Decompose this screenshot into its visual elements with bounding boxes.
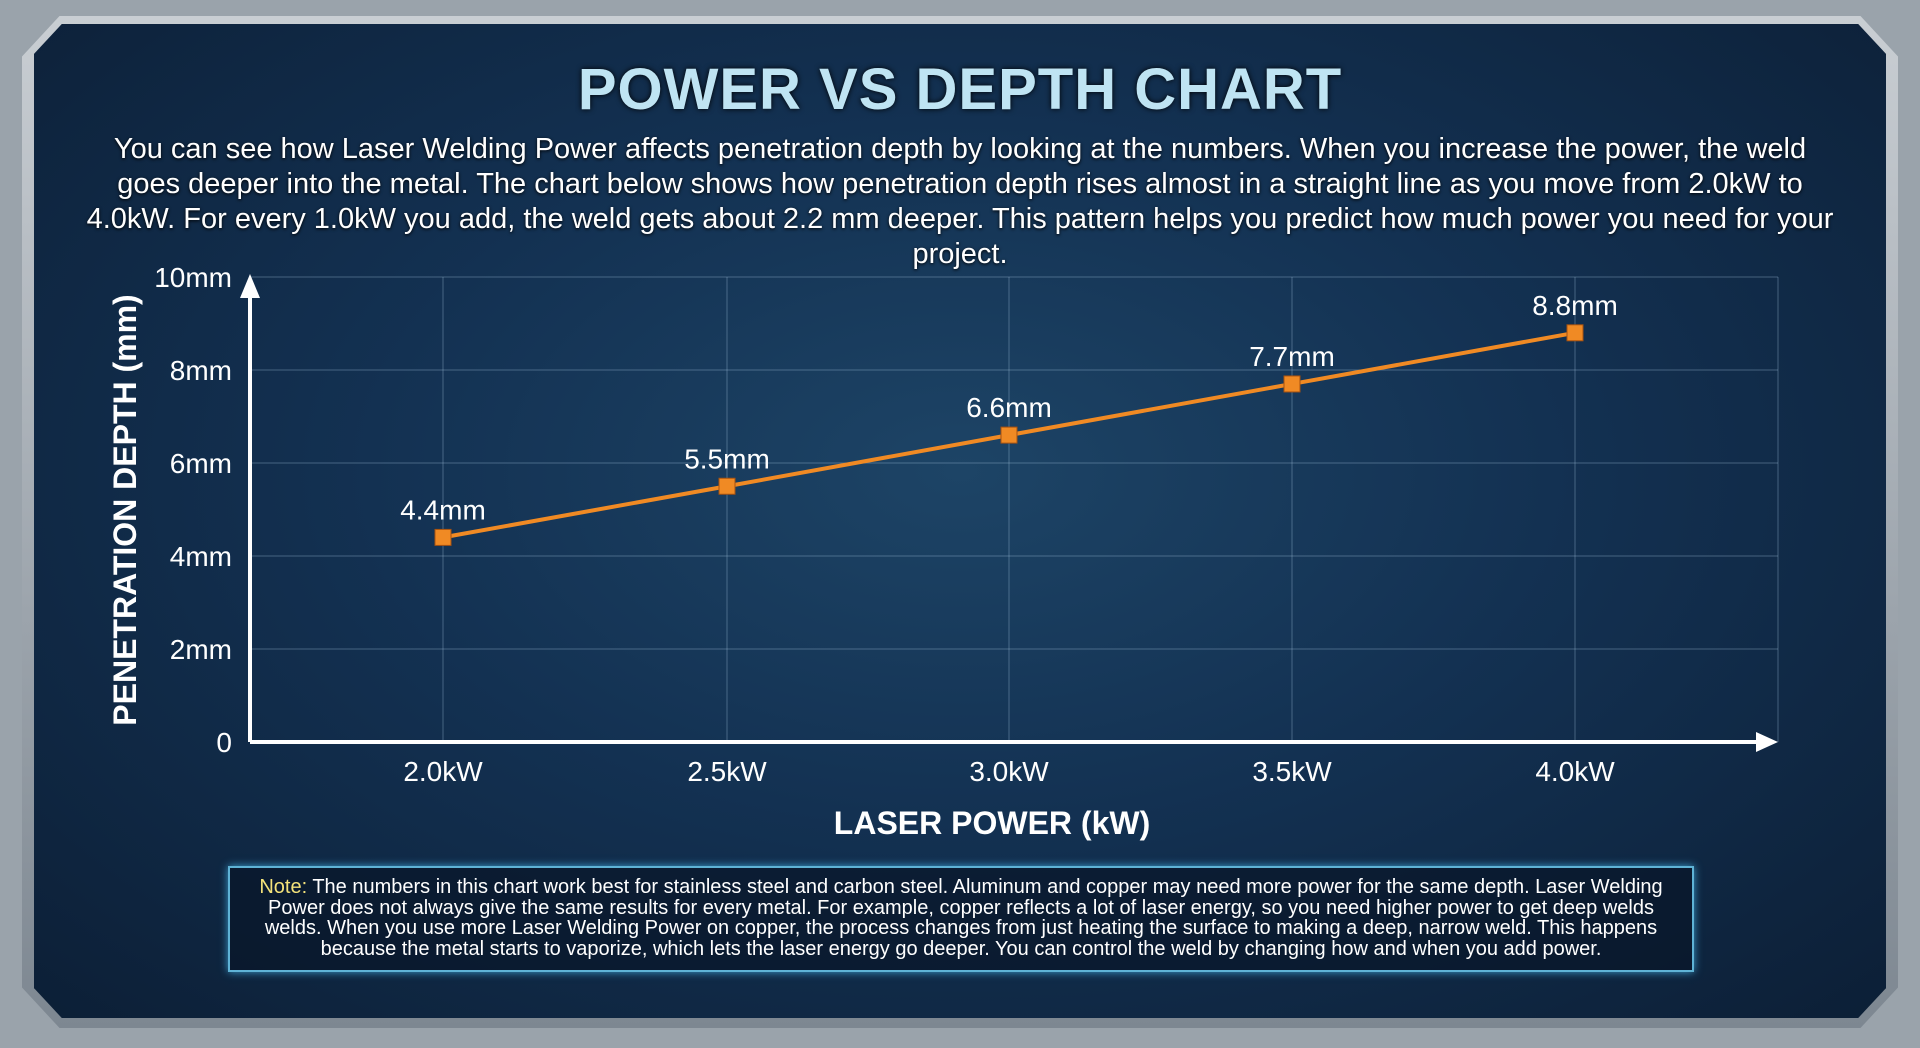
subtitle: You can see how Laser Welding Power affe…	[86, 133, 1834, 270]
y-tick-label: 6mm	[170, 448, 232, 479]
data-point	[1000, 426, 1018, 444]
chart-panel	[34, 24, 1886, 1018]
y-tick-label: 8mm	[170, 355, 232, 386]
data-label: 8.8mm	[1532, 290, 1618, 321]
data-point	[434, 528, 452, 546]
y-axis-arrow	[240, 274, 260, 298]
y-tick-label: 2mm	[170, 634, 232, 665]
x-tick-label: 2.0kW	[403, 756, 483, 787]
y-tick-label: 10mm	[154, 262, 232, 293]
data-point	[1566, 324, 1584, 342]
y-tick-label: 4mm	[170, 541, 232, 572]
x-tick-label: 4.0kW	[1535, 756, 1615, 787]
page-title: POWER VS DEPTH CHART	[577, 57, 1343, 122]
y-axis-title: PENETRATION DEPTH (mm)	[107, 294, 143, 725]
data-point	[1283, 375, 1301, 393]
data-label: 4.4mm	[400, 494, 486, 525]
x-tick-label: 2.5kW	[687, 756, 767, 787]
x-tick-label: 3.0kW	[969, 756, 1049, 787]
note-box: Note: The numbers in this chart work bes…	[228, 866, 1694, 972]
note-label: Note:	[259, 876, 308, 898]
x-axis-arrow	[1756, 732, 1778, 752]
data-point	[718, 477, 736, 495]
x-axis-title: LASER POWER (kW)	[834, 805, 1150, 841]
y-tick-label: 0	[216, 727, 232, 758]
x-tick-label: 3.5kW	[1252, 756, 1332, 787]
data-label: 7.7mm	[1249, 341, 1335, 372]
data-label: 5.5mm	[684, 443, 770, 474]
note-text: The numbers in this chart work best for …	[264, 876, 1663, 960]
data-label: 6.6mm	[966, 392, 1052, 423]
